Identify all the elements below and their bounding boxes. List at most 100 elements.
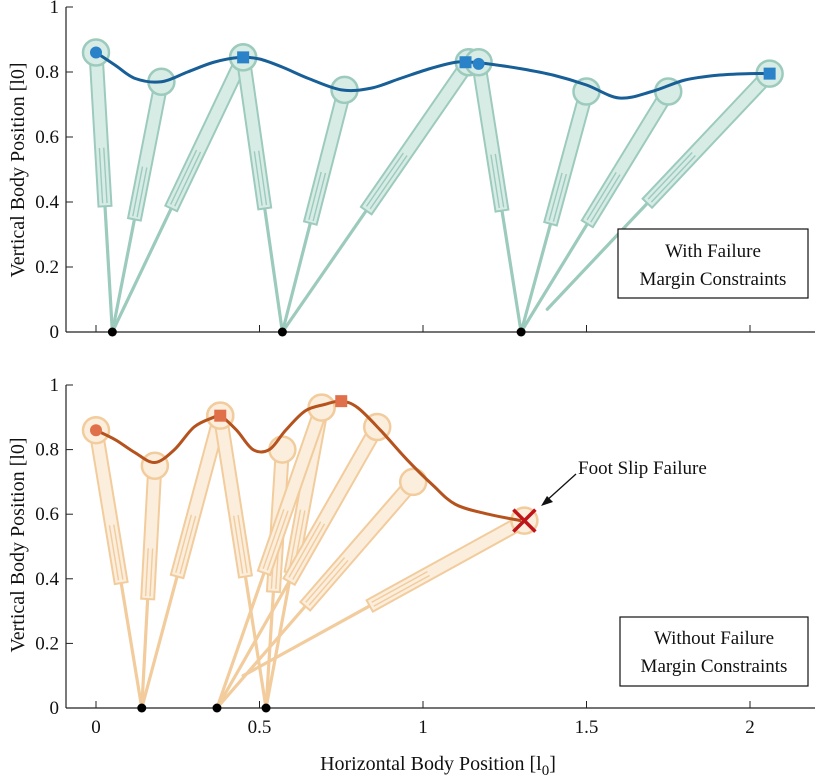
- annotation-arrow-line: [544, 473, 577, 503]
- leg-spring: [119, 581, 144, 710]
- top-legend-box: With Failure Margin Constraints: [617, 228, 809, 299]
- leg-tube: [302, 87, 353, 226]
- liftoff-marker: [237, 51, 250, 64]
- leg-tube-line: [292, 523, 326, 580]
- leg-tube-line: [174, 151, 202, 207]
- leg-spring: [519, 222, 553, 334]
- leg-tube-line: [149, 548, 154, 597]
- leg-tube-line: [132, 166, 144, 217]
- leg: [110, 67, 176, 334]
- foot-contact-point: [212, 703, 222, 713]
- leg-tube-line: [490, 154, 501, 209]
- leg-spring: [103, 204, 114, 334]
- leg-tube-line: [144, 548, 149, 597]
- leg-tube-line: [136, 167, 148, 218]
- leg-tube: [88, 428, 129, 586]
- liftoff-marker: [214, 409, 227, 422]
- leg-tube-line: [237, 514, 248, 574]
- leg: [140, 451, 170, 710]
- x-axis-label: Horizontal Body Position [l0]: [320, 753, 556, 776]
- leg-tube-line: [590, 174, 621, 223]
- leg: [464, 48, 523, 334]
- top-legend-line2: Margin Constraints: [640, 269, 787, 290]
- leg-spring: [241, 604, 372, 678]
- foot-contact-point: [137, 703, 147, 713]
- leg-tube-line: [586, 171, 617, 221]
- leg-spring: [215, 571, 266, 710]
- leg: [519, 77, 683, 334]
- leg-tube-line: [108, 525, 120, 581]
- leg-tube-line: [98, 147, 104, 204]
- top-legend-line1: With Failure: [665, 241, 761, 262]
- y-tick-label: 0.2: [35, 633, 59, 654]
- leg-spring: [110, 206, 173, 334]
- leg-tube-line: [650, 155, 696, 203]
- leg-spring: [215, 604, 307, 710]
- leg-tube-line: [647, 151, 693, 200]
- liftoff-marker: [459, 56, 472, 69]
- leg-tube-line: [369, 155, 408, 210]
- annotation-arrow-head: [541, 496, 553, 506]
- leg-tube-line: [179, 515, 197, 574]
- leg-spring: [140, 574, 179, 710]
- leg-tube-line: [175, 514, 193, 573]
- leg-tube-line: [288, 509, 302, 570]
- leg-tube: [88, 51, 113, 208]
- leg: [280, 75, 359, 334]
- liftoff-marker: [335, 395, 348, 408]
- leg-tube: [126, 79, 169, 222]
- leg-tube-line: [113, 524, 124, 580]
- top-y-axis-label: Vertical Body Position [l0]: [7, 63, 29, 278]
- leg-spring: [110, 217, 137, 334]
- leg-tube-line: [308, 171, 322, 221]
- leg-tube-line: [548, 172, 563, 221]
- x-tick-label: 0: [91, 717, 101, 738]
- y-tick-label: 0.8: [35, 62, 59, 83]
- bottom-legend-line2: Margin Constraints: [641, 656, 788, 677]
- leg-spring: [215, 579, 291, 710]
- y-tick-label: 0.6: [35, 127, 59, 148]
- leg: [228, 43, 284, 334]
- failure-marker: [512, 508, 537, 533]
- foot-contact-point: [261, 703, 271, 713]
- leg-tube-line: [103, 147, 108, 204]
- foot-contact-point: [107, 327, 117, 337]
- y-tick-label: 1: [50, 0, 60, 18]
- leg-spring: [500, 209, 523, 334]
- leg-tube: [212, 413, 254, 579]
- touchdown-marker: [472, 57, 485, 70]
- leg-spring: [545, 201, 649, 311]
- touchdown-marker: [90, 46, 102, 59]
- bottom-legend-box: Without Failure Margin Constraints: [619, 616, 809, 687]
- top-panel: 0 0.2 0.4 0.6 0.8 1: [35, 0, 815, 343]
- com-trajectory: [95, 51, 770, 100]
- leg: [81, 38, 114, 334]
- leg-tube: [235, 55, 273, 211]
- y-tick-label: 0.2: [35, 257, 59, 278]
- bottom-y-axis-label: Vertical Body Position [l0]: [7, 438, 29, 653]
- body-circle: [268, 435, 297, 464]
- body-circle: [398, 467, 428, 497]
- leg-tube-line: [365, 152, 404, 207]
- leg-tube-line: [308, 559, 349, 606]
- leg: [81, 415, 144, 710]
- x-tick-label: 2: [745, 717, 755, 738]
- leg-tube-line: [305, 557, 346, 603]
- bottom-legend-line1: Without Failure: [654, 628, 774, 649]
- y-tick-label: 0: [50, 322, 60, 343]
- liftoff-marker: [763, 67, 776, 80]
- leg: [215, 467, 428, 710]
- leg-spring: [519, 222, 589, 334]
- leg-tube-line: [371, 570, 428, 603]
- x-tick-label: 0.5: [248, 717, 272, 738]
- leg-tube-line: [552, 173, 567, 222]
- foot-slip-label: Foot Slip Failure: [578, 458, 707, 479]
- leg-tube-line: [258, 150, 268, 206]
- leg-tube-line: [373, 574, 430, 607]
- leg-tube-line: [253, 151, 263, 206]
- y-tick-label: 0.4: [35, 569, 59, 590]
- leg-tube-line: [233, 515, 244, 574]
- bottom-panel: 0 0.2 0.4 0.6 0.8 1 0 0.5 1 1.5 2: [35, 375, 815, 738]
- foot-contact-point: [277, 327, 287, 337]
